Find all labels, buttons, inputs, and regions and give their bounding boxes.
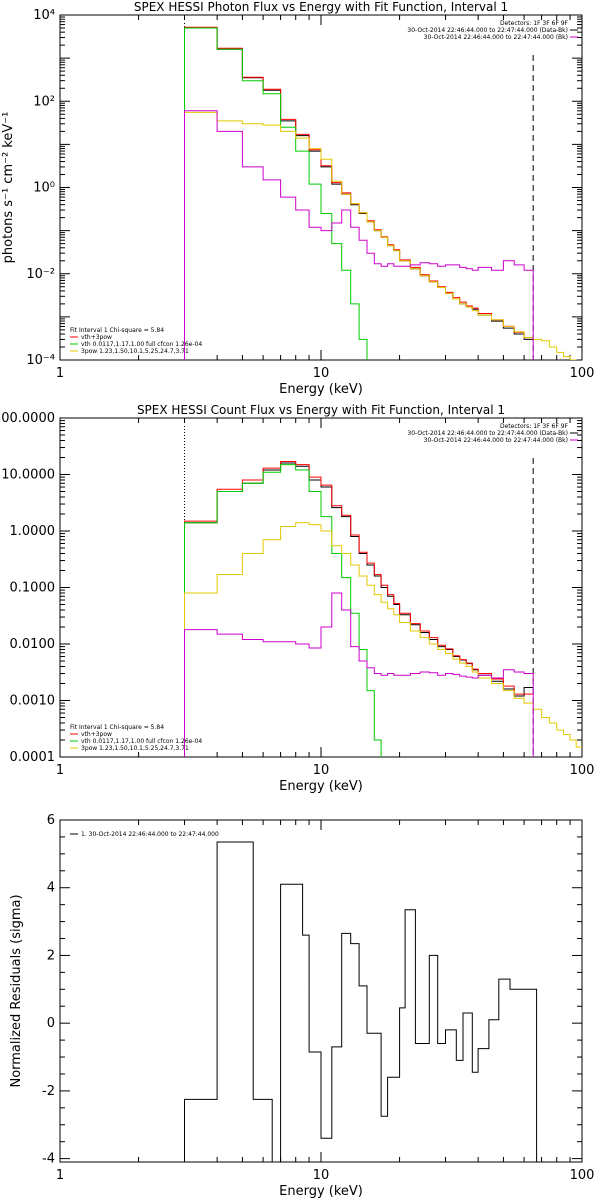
- x-tick-label: 10: [313, 763, 330, 778]
- y-tick-label: 0.1000: [10, 581, 56, 596]
- legend-entry: 30-Oct-2014 22:46:44.000 to 22:47:44.000…: [407, 27, 568, 34]
- x-tick-label: 1: [56, 366, 64, 381]
- legend-entry: vth+3pow: [81, 334, 112, 341]
- series-group: [184, 26, 577, 360]
- plot-frame: [59, 417, 583, 758]
- y-tick-label: 10⁻²: [26, 267, 55, 282]
- chart-title: SPEX HESSI Count Flux vs Energy with Fit…: [137, 403, 505, 417]
- x-axis-label: Energy (keV): [279, 1184, 363, 1199]
- y-tick-label: 6: [47, 813, 55, 828]
- series-line: [184, 592, 534, 757]
- series-line: [184, 462, 534, 757]
- y-axis-label: photons s⁻¹ cm⁻² keV⁻¹: [1, 112, 16, 264]
- chart-title: SPEX HESSI Photon Flux vs Energy with Fi…: [134, 0, 508, 14]
- legend-entry: 3pow 1.23,1.50,10.1,5.25,24.7,3.71: [81, 745, 189, 752]
- legend-entry: vth 0.0117,1.17,1.00 full cfcon 1.26e-04: [81, 738, 202, 745]
- y-tick-label: 10⁻⁴: [26, 353, 55, 368]
- y-tick-label: 100.0000: [0, 411, 55, 426]
- y-tick-label: 10.0000: [1, 468, 55, 483]
- legend-entry: Fit Interval 1 Chi-square = 5.84: [70, 724, 164, 731]
- legend-entry: 3pow 1.23,1.50,10.1,5.25,24.7,3.71: [81, 348, 189, 355]
- legend-entry: vth+3pow: [81, 731, 112, 738]
- series-line: [184, 522, 582, 757]
- x-tick-label: 100: [570, 763, 595, 778]
- chart-panel-3: 1 10 100 -4 -2 0 2 4 6 Energy (keV) Normalized Res…: [9, 813, 594, 1199]
- x-tick-label: 100: [570, 366, 595, 381]
- y-tick-label: 2: [47, 948, 55, 963]
- legend-entry: Fit Interval 1 Chi-square = 5.84: [70, 327, 164, 334]
- x-tick-label: 10: [313, 366, 330, 381]
- series-line: [184, 110, 534, 360]
- y-tick-label: 1.0000: [10, 524, 56, 539]
- legend-entry: 1. 30-Oct-2014 22:46:44.000 to 22:47:44.…: [81, 831, 219, 838]
- legend-entry: Detectors: 1F 3F 6F 9F: [500, 423, 569, 430]
- legend-entry: vth 0.0117,1.17,1.00 full cfcon 1.26e-04: [81, 341, 202, 348]
- x-tick-label: 1: [56, 1168, 64, 1183]
- y-tick-label: 0.0010: [10, 694, 56, 709]
- series-line: [184, 27, 368, 360]
- series-group: [184, 461, 582, 757]
- x-axis-label: Energy (keV): [279, 779, 363, 794]
- y-tick-label: 10⁴: [33, 8, 55, 23]
- x-tick-label: 100: [570, 1168, 595, 1183]
- series-line: [184, 841, 538, 1162]
- y-tick-label: 10⁰: [33, 181, 55, 196]
- x-tick-label: 1: [56, 763, 64, 778]
- y-tick-label: 0.0001: [10, 750, 56, 765]
- chart-panel-1: SPEX HESSI Photon Flux vs Energy with Fi…: [1, 0, 595, 397]
- legend-entry: 30-Oct-2014 22:46:44.000 to 22:47:44.000…: [424, 437, 568, 444]
- y-tick-label: 0: [47, 1016, 55, 1031]
- chart-panel-2: SPEX HESSI Count Flux vs Energy with Fit…: [0, 403, 595, 794]
- y-tick-label: 0.0100: [10, 637, 56, 652]
- y-tick-label: 10²: [33, 94, 55, 109]
- y-tick-label: -2: [42, 1084, 55, 1099]
- legend-entry: Detectors: 1F 3F 6F 9F: [500, 20, 569, 27]
- x-tick-label: 10: [313, 1168, 330, 1183]
- y-tick-label: 4: [47, 881, 55, 896]
- series-line: [184, 461, 534, 757]
- series-group: [184, 841, 538, 1162]
- x-axis-label: Energy (keV): [279, 382, 363, 397]
- legend-entry: 30-Oct-2014 22:46:44.000 to 22:47:44.000…: [424, 34, 568, 41]
- series-line: [184, 464, 382, 757]
- y-axis-label: Normalized Residuals (sigma): [9, 894, 24, 1087]
- series-line: [184, 111, 577, 360]
- legend-entry: 30-Oct-2014 22:46:44.000 to 22:47:44.000…: [407, 430, 568, 437]
- y-tick-label: -4: [42, 1152, 55, 1167]
